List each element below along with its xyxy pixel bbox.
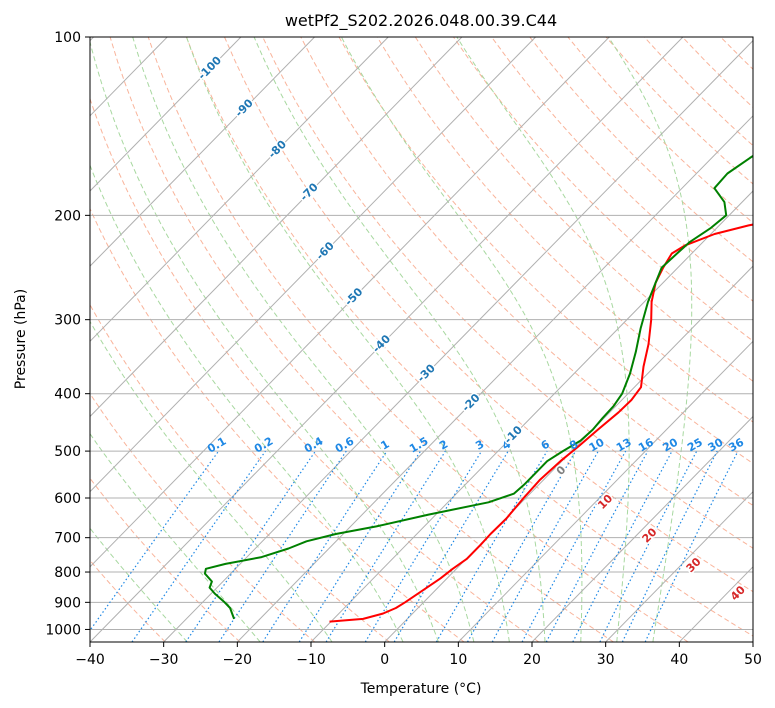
mixing-ratio-line: [262, 450, 388, 642]
dry-adiabat: [90, 303, 390, 642]
x-tick-label: 30: [597, 652, 615, 668]
isotherm-line: [310, 190, 753, 642]
moist-adiabat: [90, 40, 439, 642]
x-tick-label: 20: [523, 652, 541, 668]
chart-title: wetPf2_S202.2026.048.00.39.C44: [285, 11, 557, 31]
moist-adiabat: [90, 432, 261, 642]
dry-adiabat: [224, 37, 753, 593]
moist-adiabat: [456, 37, 630, 642]
isotherm-line: [531, 415, 753, 642]
moist-adiabat: [90, 320, 333, 642]
mixing-ratio-line: [491, 450, 599, 642]
x-tick-label: 0: [380, 652, 389, 668]
mixing-ratio-line: [621, 450, 718, 642]
isotherm-line: [90, 37, 463, 418]
isotherm-line: [90, 37, 389, 343]
dry-adiabat: [90, 97, 540, 642]
dry-adiabat: [414, 37, 753, 382]
mixing-ratio-line: [466, 450, 577, 642]
y-tick-label: 800: [54, 565, 81, 581]
dewpoint-line: [203, 154, 753, 620]
x-tick-label: 50: [744, 652, 762, 668]
y-tick-label: 900: [54, 595, 81, 611]
mixing-ratio-line: [185, 450, 316, 642]
isotherm-line: [90, 37, 536, 493]
moist-adiabat: [90, 527, 188, 642]
y-tick-label: 600: [54, 491, 81, 507]
sounding-lines: [203, 154, 753, 623]
moist-adiabat: [90, 163, 404, 642]
mixing-ratio-line: [364, 450, 483, 642]
isotherm-line: [90, 37, 684, 642]
y-tick-label: 1000: [45, 622, 81, 638]
dry-adiabat: [90, 392, 316, 642]
mixing-ratio-line: [599, 450, 698, 642]
x-tick-label: −40: [75, 652, 105, 668]
axes: −40 −30 −20 −10 0 10 20 30 40 50 100 200 300 400 500 60…: [45, 30, 762, 668]
dry-adiabat: [491, 37, 753, 302]
y-axis-label: Pressure (hPa): [13, 289, 29, 389]
temperature-line: [329, 223, 753, 623]
dry-adiabat: [109, 37, 614, 642]
dry-adiabat: [90, 477, 241, 642]
y-tick-label: 500: [54, 444, 81, 460]
isotherm-line: [236, 115, 753, 642]
mixing-ratio-line: [521, 450, 627, 642]
isotherm-line: [457, 340, 753, 642]
moist-adiabat: [186, 37, 510, 642]
isotherm-line: [605, 490, 753, 642]
dry-adiabat: [376, 37, 753, 423]
y-tick-label: 400: [54, 387, 81, 403]
mixing-ratio-line: [298, 450, 422, 642]
y-tick-label: 200: [54, 208, 81, 224]
x-tick-label: 40: [670, 652, 688, 668]
isotherm-line: [163, 39, 753, 642]
isotherm-line: [90, 37, 242, 192]
plot-frame: [89, 36, 754, 643]
y-tick-label: 700: [54, 531, 81, 547]
isotherm-line: [90, 37, 315, 267]
x-axis-label: Temperature (°C): [360, 681, 482, 697]
x-tick-label: −10: [296, 652, 326, 668]
dry-adiabat: [147, 37, 689, 642]
moist-adiabat: [608, 37, 693, 642]
x-tick-label: −20: [223, 652, 253, 668]
y-tick-label: 100: [54, 30, 81, 46]
dry-adiabat: [300, 37, 753, 507]
mixing-ratio-line: [545, 450, 649, 642]
isotherm-line: [90, 37, 610, 568]
moist-adiabat: [132, 37, 475, 642]
mixing-ratio-line: [90, 450, 220, 632]
y-tick-label: 300: [54, 313, 81, 329]
x-tick-label: −30: [149, 652, 179, 668]
mixing-ratio-line: [131, 450, 266, 642]
dry-adiabat: [90, 559, 166, 642]
x-tick-label: 10: [449, 652, 467, 668]
